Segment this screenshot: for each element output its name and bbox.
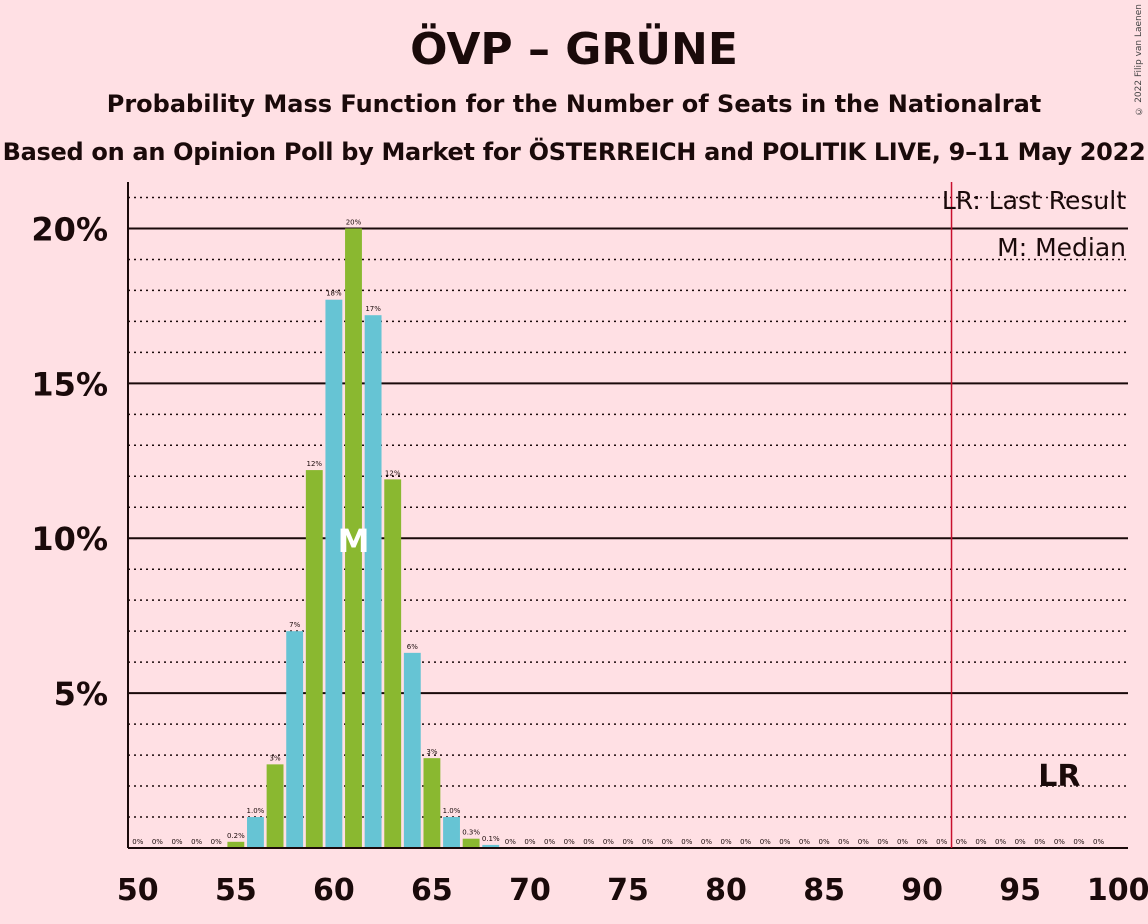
bar-label-seat-73: 0% bbox=[583, 838, 594, 846]
bar-label-seat-76: 0% bbox=[642, 838, 653, 846]
bar-label-seat-64: 6% bbox=[407, 643, 418, 651]
bar-label-seat-53: 0% bbox=[191, 838, 202, 846]
legend-median: M: Median bbox=[997, 233, 1126, 262]
bar-label-seat-84: 0% bbox=[799, 838, 810, 846]
median-marker: M bbox=[338, 522, 370, 560]
bar-label-seat-99: 0% bbox=[1093, 838, 1104, 846]
bar-seat-64 bbox=[403, 652, 421, 848]
bar-label-seat-80: 0% bbox=[720, 838, 731, 846]
bar-seat-66 bbox=[443, 817, 460, 848]
bar-label-seat-58: 7% bbox=[289, 621, 300, 629]
bar-label-seat-62: 17% bbox=[365, 305, 381, 313]
bar-label-seat-75: 0% bbox=[622, 838, 633, 846]
bar-label-seat-85: 0% bbox=[819, 838, 830, 846]
bar-seat-63 bbox=[384, 479, 402, 848]
bar-label-seat-93: 0% bbox=[975, 838, 986, 846]
bar-seat-65 bbox=[423, 758, 441, 848]
bar-label-seat-71: 0% bbox=[544, 838, 555, 846]
bar-seat-55 bbox=[227, 841, 245, 848]
bar-label-seat-83: 0% bbox=[779, 838, 790, 846]
bar-label-seat-56: 1.0% bbox=[247, 807, 265, 815]
bar-label-seat-55: 0.2% bbox=[227, 832, 245, 840]
chart-subtitle: Probability Mass Function for the Number… bbox=[106, 90, 1042, 118]
x-tick-label-75: 75 bbox=[607, 873, 649, 908]
bar-label-seat-88: 0% bbox=[877, 838, 888, 846]
bar-label-seat-95: 0% bbox=[1015, 838, 1026, 846]
bar-seat-61 bbox=[345, 228, 362, 849]
y-tick-label-15: 15% bbox=[31, 365, 108, 403]
bar-label-seat-60: 18% bbox=[326, 290, 342, 298]
last-result-marker: LR bbox=[1038, 759, 1080, 794]
chart-source-line: Based on an Opinion Poll by Market for Ö… bbox=[2, 138, 1146, 166]
x-tick-label-85: 85 bbox=[803, 873, 845, 908]
x-tick-label-65: 65 bbox=[411, 873, 453, 908]
y-tick-label-20: 20% bbox=[31, 210, 108, 248]
x-tick-label-100: 100 bbox=[1087, 873, 1148, 908]
x-tick-label-70: 70 bbox=[509, 873, 551, 908]
bar-label-seat-98: 0% bbox=[1073, 838, 1084, 846]
bar-seat-62 bbox=[364, 315, 382, 848]
bar-seat-68 bbox=[482, 844, 500, 848]
bar-seat-67 bbox=[462, 838, 480, 848]
bar-label-seat-81: 0% bbox=[740, 838, 751, 846]
bar-seat-59 bbox=[305, 470, 323, 848]
bar-labels: 0% 0% 0% 0% 0% 0.2% 1.0% 3% 7% 12% 18% 20% 17% 12% 6% 3… bbox=[132, 218, 1104, 846]
bar-label-seat-68: 0.1% bbox=[482, 835, 500, 843]
x-tick-label-50: 50 bbox=[117, 873, 159, 908]
bar-label-seat-86: 0% bbox=[838, 838, 849, 846]
bar-label-seat-66: 1.0% bbox=[443, 807, 461, 815]
bar-series bbox=[227, 228, 500, 849]
bar-seat-58 bbox=[286, 631, 304, 848]
bar-label-seat-61: 20% bbox=[346, 218, 362, 226]
bar-label-seat-59: 12% bbox=[306, 460, 322, 468]
bar-seat-60 bbox=[325, 299, 343, 848]
bar-label-seat-87: 0% bbox=[858, 838, 869, 846]
bar-label-seat-92: 0% bbox=[956, 838, 967, 846]
bar-seat-56 bbox=[247, 817, 264, 848]
annotations: M LR LR: Last Result M: Median bbox=[338, 182, 1126, 848]
y-tick-label-10: 10% bbox=[31, 520, 108, 558]
bar-label-seat-77: 0% bbox=[662, 838, 673, 846]
bar-label-seat-57: 3% bbox=[270, 754, 281, 762]
bar-label-seat-97: 0% bbox=[1054, 838, 1065, 846]
chart-title: ÖVP – GRÜNE bbox=[410, 24, 738, 75]
x-tick-label-55: 55 bbox=[215, 873, 257, 908]
bar-label-seat-65: 3% bbox=[426, 748, 437, 756]
bar-label-seat-67: 0.3% bbox=[462, 829, 480, 837]
bar-label-seat-79: 0% bbox=[701, 838, 712, 846]
bar-label-seat-63: 12% bbox=[385, 469, 401, 477]
legend-last-result: LR: Last Result bbox=[942, 186, 1126, 215]
bar-label-seat-89: 0% bbox=[897, 838, 908, 846]
bar-label-seat-51: 0% bbox=[152, 838, 163, 846]
bar-seat-57 bbox=[266, 764, 284, 848]
bar-label-seat-52: 0% bbox=[171, 838, 182, 846]
bar-label-seat-54: 0% bbox=[211, 838, 222, 846]
x-tick-label-80: 80 bbox=[705, 873, 747, 908]
x-tick-label-90: 90 bbox=[901, 873, 943, 908]
x-tick-label-60: 60 bbox=[313, 873, 355, 908]
bar-label-seat-72: 0% bbox=[564, 838, 575, 846]
bar-label-seat-82: 0% bbox=[760, 838, 771, 846]
bar-label-seat-96: 0% bbox=[1034, 838, 1045, 846]
bar-label-seat-91: 0% bbox=[936, 838, 947, 846]
x-tick-label-95: 95 bbox=[999, 873, 1041, 908]
bar-label-seat-70: 0% bbox=[524, 838, 535, 846]
bar-label-seat-94: 0% bbox=[995, 838, 1006, 846]
bar-label-seat-90: 0% bbox=[917, 838, 928, 846]
axes bbox=[127, 182, 1128, 849]
bar-label-seat-50: 0% bbox=[132, 838, 143, 846]
bar-label-seat-78: 0% bbox=[681, 838, 692, 846]
bar-label-seat-69: 0% bbox=[505, 838, 516, 846]
y-tick-label-5: 5% bbox=[54, 675, 108, 713]
bar-label-seat-74: 0% bbox=[603, 838, 614, 846]
grid-lines bbox=[128, 196, 1128, 818]
tick-labels: 50 55 60 65 70 75 80 85 90 95 100 5% 10% 15% 20% bbox=[31, 210, 1148, 908]
